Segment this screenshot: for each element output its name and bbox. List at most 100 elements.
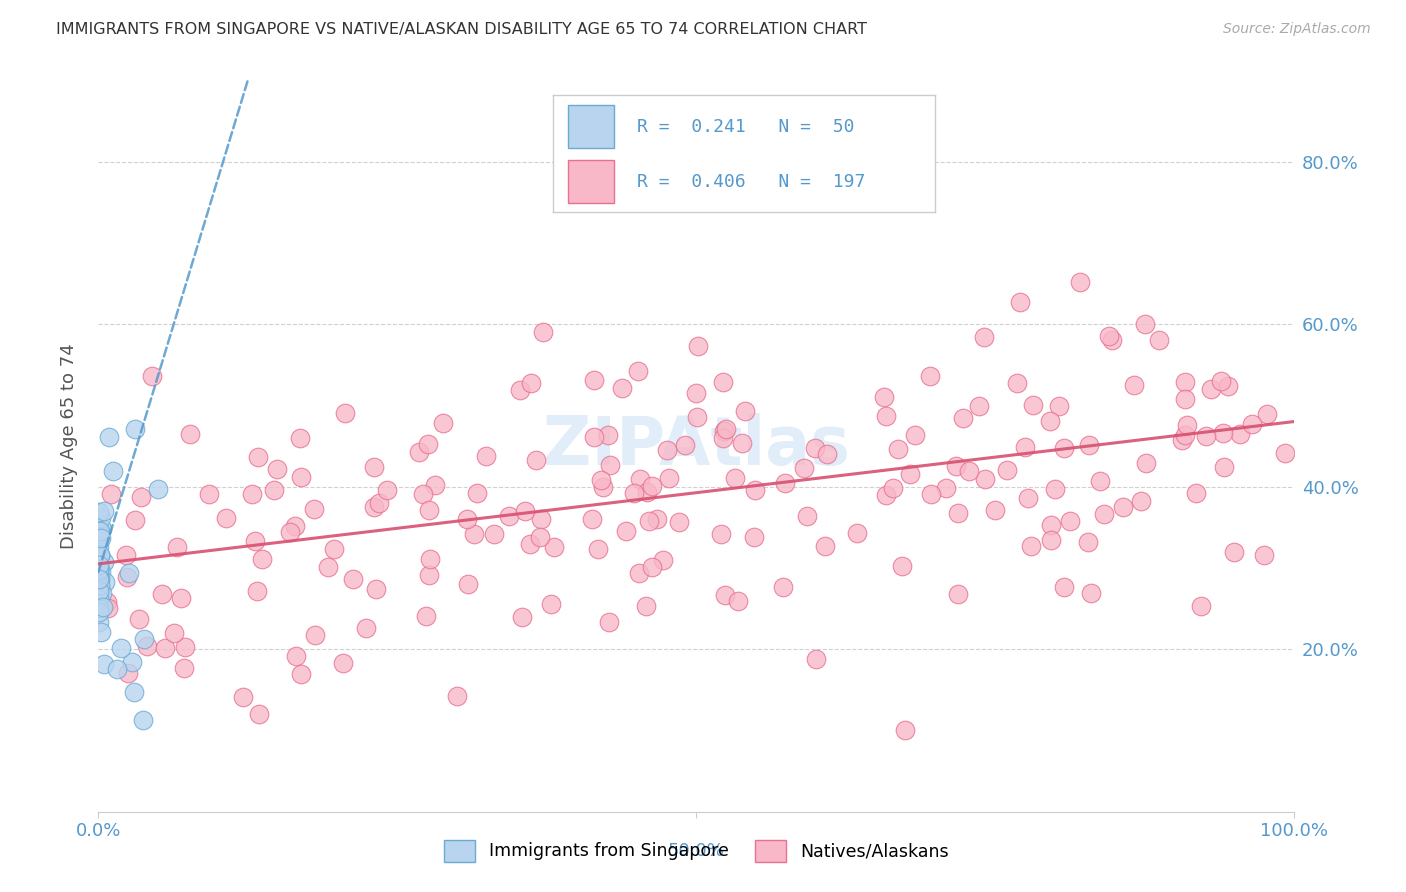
Point — [148, 482, 170, 496]
Point — [1014, 440, 1036, 454]
Point — [515, 504, 537, 518]
Point — [641, 560, 664, 574]
Point — [89, 605, 111, 619]
Point — [731, 435, 754, 450]
Point — [110, 640, 132, 655]
Point — [89, 524, 111, 539]
Point — [974, 472, 997, 486]
Point — [1039, 533, 1062, 548]
Point — [418, 568, 440, 582]
Point — [1080, 586, 1102, 600]
Point — [290, 667, 312, 681]
Point — [509, 383, 531, 397]
Point — [636, 484, 658, 499]
Point — [240, 487, 263, 501]
Point — [1209, 374, 1232, 388]
Point — [714, 588, 737, 602]
Point — [246, 450, 269, 464]
Point — [91, 599, 114, 614]
Point — [894, 723, 917, 738]
Point — [93, 657, 115, 671]
Point — [115, 548, 138, 562]
Point — [647, 512, 669, 526]
Point — [87, 591, 110, 606]
Point — [115, 570, 138, 584]
Point — [87, 567, 110, 582]
Point — [93, 574, 115, 589]
Point — [179, 426, 201, 441]
Point — [366, 582, 388, 596]
Point — [105, 662, 128, 676]
Point — [920, 487, 942, 501]
Point — [89, 549, 111, 563]
Point — [711, 431, 734, 445]
Point — [97, 601, 120, 615]
Point — [626, 364, 648, 378]
Point — [89, 578, 111, 592]
Point — [973, 330, 995, 344]
Point — [945, 459, 967, 474]
Point — [318, 560, 340, 574]
Point — [1098, 329, 1121, 343]
Point — [614, 524, 637, 538]
Point — [903, 427, 925, 442]
Point — [875, 409, 897, 423]
Point — [804, 652, 827, 666]
Point — [87, 601, 110, 615]
Point — [598, 615, 620, 630]
Point — [333, 406, 356, 420]
Point — [724, 471, 747, 485]
Point — [529, 530, 551, 544]
Point — [1212, 426, 1234, 441]
Point — [121, 655, 143, 669]
Point — [1147, 333, 1170, 347]
Point — [540, 598, 562, 612]
Point — [875, 488, 897, 502]
Point — [250, 552, 273, 566]
Point — [163, 625, 186, 640]
Point — [612, 381, 634, 395]
Point — [87, 549, 110, 563]
Point — [89, 531, 111, 545]
Point — [891, 558, 914, 573]
Point — [124, 513, 146, 527]
Point — [122, 684, 145, 698]
Point — [530, 512, 553, 526]
Point — [375, 483, 398, 498]
Point — [90, 565, 112, 579]
Point — [93, 504, 115, 518]
Point — [332, 657, 354, 671]
Point — [688, 339, 710, 353]
Point — [710, 526, 733, 541]
Point — [935, 481, 957, 495]
Point — [1185, 486, 1208, 500]
Point — [1111, 500, 1133, 515]
Point — [97, 430, 120, 444]
Point — [734, 404, 756, 418]
Point — [1053, 441, 1076, 455]
Text: 50.0%: 50.0% — [668, 842, 724, 860]
Point — [89, 582, 111, 596]
Point — [101, 464, 124, 478]
Point — [363, 500, 385, 514]
Point — [1195, 429, 1218, 443]
Point — [87, 525, 110, 540]
Point — [150, 587, 173, 601]
Point — [284, 519, 307, 533]
Point — [583, 430, 606, 444]
Point — [465, 485, 488, 500]
Point — [87, 572, 110, 586]
Point — [1189, 599, 1212, 613]
Point — [87, 523, 110, 537]
Point — [814, 539, 837, 553]
Point — [91, 522, 114, 536]
Point — [586, 542, 609, 557]
Point — [1174, 376, 1197, 390]
Point — [419, 552, 441, 566]
Point — [93, 555, 115, 569]
Point — [153, 641, 176, 656]
Point — [87, 615, 110, 629]
Point — [87, 587, 110, 601]
Point — [772, 580, 794, 594]
Point — [418, 503, 440, 517]
